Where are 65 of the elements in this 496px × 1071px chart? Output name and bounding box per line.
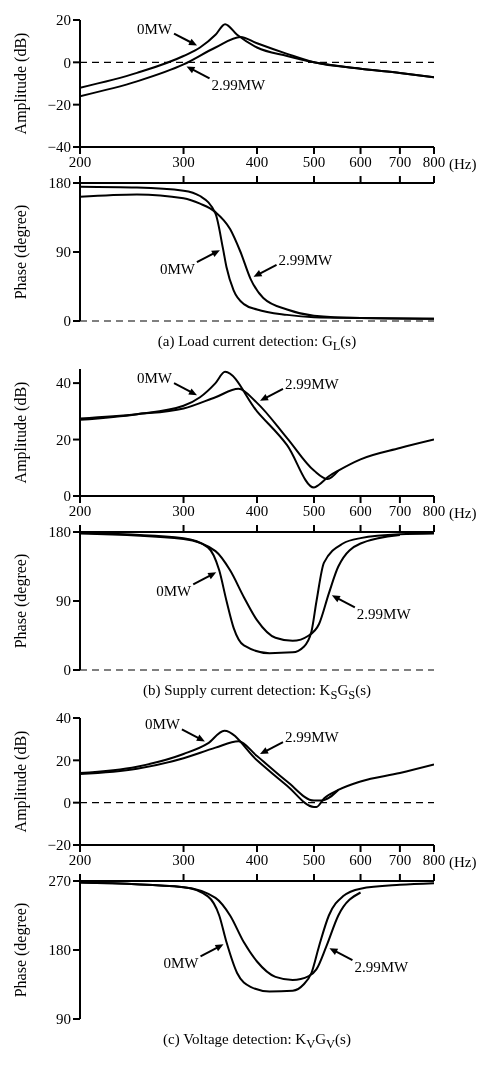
x-tick-label: 800 [422, 851, 446, 868]
y-tick-label: 20 [56, 752, 71, 769]
x-tick-label: 600 [349, 851, 372, 868]
annotation: 0MW [137, 20, 173, 37]
y-tick-label: −20 [47, 96, 71, 113]
text: (a) Load current detection: G$_{L}$(s) [156, 333, 358, 355]
annotation: 0MW [156, 583, 193, 600]
x-tick-label: 500 [302, 153, 326, 170]
x-tick-label: 200 [68, 851, 92, 868]
x-tick-label: 700 [388, 153, 412, 170]
x-tick-label: 600 [349, 502, 372, 519]
x-axis-title: (Hz) [449, 854, 477, 871]
y-tick-label: 20 [56, 431, 71, 448]
y-tick-label: 40 [56, 375, 71, 392]
y-tick-label: 90 [56, 593, 71, 610]
annotation: 2.99MW [285, 375, 340, 392]
x-tick-label: 300 [172, 502, 195, 519]
y-tick-label: 0 [63, 54, 71, 71]
annotation: 0MW [159, 261, 196, 278]
x-tick-label: 200 [68, 502, 92, 519]
y-axis-title: Amplitude (dB) [12, 730, 30, 833]
x-tick-label: 700 [388, 502, 412, 519]
annotation: 0MW [144, 716, 181, 733]
annotation: 2.99MW [354, 959, 410, 976]
y-axis-title: Phase (degree) [12, 553, 30, 649]
x-tick-label: 400 [245, 153, 269, 170]
x-tick-label: 500 [302, 502, 326, 519]
x-tick-label: 800 [422, 502, 446, 519]
x-tick-label: 400 [245, 851, 269, 868]
x-tick-label: 300 [172, 851, 195, 868]
x-tick-label: 400 [245, 502, 269, 519]
text: (c) Voltage detection: K$_{V}$G$_{V}$(s) [162, 1031, 352, 1053]
y-tick-label: 0 [63, 662, 71, 679]
y-tick-label: 90 [56, 244, 71, 261]
annotation: 0MW [137, 370, 173, 387]
annotation: 0MW [163, 955, 200, 972]
y-axis-title: Amplitude (dB) [12, 381, 30, 484]
x-axis-title: (Hz) [449, 156, 477, 173]
text: (b) Supply current detection: K$_{S}$G$_{S}$(s) [142, 682, 372, 704]
x-axis-title: (Hz) [449, 505, 477, 522]
y-axis-title: Phase (degree) [12, 204, 30, 300]
annotation: 2.99MW [285, 729, 340, 746]
annotation: 2.99MW [278, 251, 334, 268]
x-tick-label: 700 [388, 851, 412, 868]
y-tick-label: 0 [63, 794, 71, 811]
y-tick-label: 0 [63, 313, 71, 330]
y-tick-label: −40 [47, 139, 71, 156]
y-tick-label: −20 [47, 837, 71, 854]
x-tick-label: 200 [68, 153, 92, 170]
annotation: 2.99MW [211, 77, 267, 94]
y-axis-title: Amplitude (dB) [12, 32, 30, 135]
y-axis-title: Phase (degree) [12, 902, 30, 998]
y-tick-label: 180 [48, 524, 71, 541]
x-tick-label: 500 [302, 851, 326, 868]
annotation: 2.99MW [356, 606, 412, 623]
y-tick-label: 90 [56, 1011, 71, 1028]
y-tick-label: 0 [63, 488, 71, 505]
y-tick-label: 20 [56, 12, 71, 29]
y-tick-label: 270 [48, 873, 71, 890]
x-tick-label: 600 [349, 153, 372, 170]
x-tick-label: 800 [422, 153, 446, 170]
y-tick-label: 180 [48, 175, 71, 192]
x-tick-label: 300 [172, 153, 195, 170]
y-tick-label: 40 [56, 710, 71, 727]
y-tick-label: 180 [48, 942, 71, 959]
